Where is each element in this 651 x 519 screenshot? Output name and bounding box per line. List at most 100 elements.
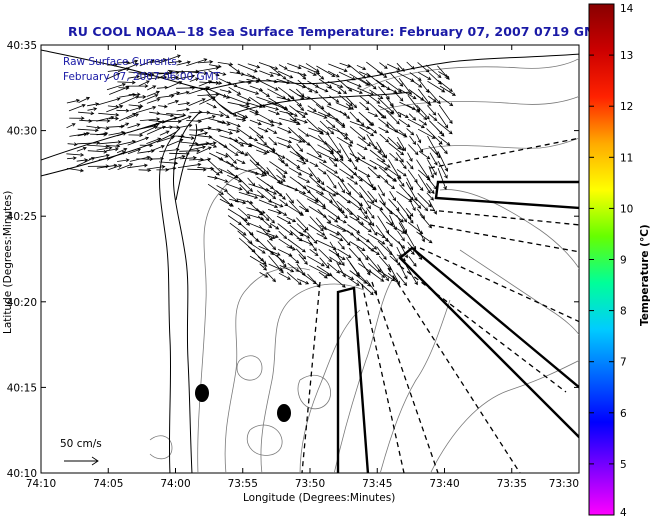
current-vector: [138, 168, 152, 173]
current-vector: [379, 133, 390, 143]
current-vector: [156, 135, 175, 143]
current-vector: [166, 81, 183, 89]
current-vector: [337, 208, 348, 219]
current-vector: [417, 128, 436, 139]
current-vector: [126, 84, 149, 88]
current-vector: [356, 143, 368, 150]
current-vector: [269, 222, 280, 230]
x-axis: 74:10 74:05 74:00 73:55 73:50 73:45 73:40 73:35…: [26, 45, 580, 490]
current-vector: [437, 121, 453, 135]
current-vector: [318, 248, 333, 263]
current-vector: [365, 118, 373, 127]
current-vector: [246, 78, 260, 84]
current-vector: [248, 136, 259, 142]
current-vector: [249, 222, 271, 233]
current-vector: [367, 233, 386, 245]
current-vector: [337, 182, 345, 194]
current-vector: [406, 214, 414, 224]
current-vector: [78, 96, 91, 103]
current-vector: [166, 166, 177, 171]
current-vector: [396, 93, 404, 102]
current-vector: [109, 86, 130, 95]
current-vector: [348, 64, 366, 79]
current-vector: [377, 215, 390, 234]
current-vector: [426, 176, 438, 190]
x-tick-label: 74:05: [93, 478, 123, 490]
contour-line: [379, 299, 451, 473]
current-vector: [268, 263, 284, 271]
current-vector: [328, 157, 338, 168]
current-vector: [356, 64, 367, 70]
current-vector: [408, 113, 417, 121]
current-vector: [346, 80, 362, 88]
current-vector: [319, 225, 340, 236]
current-vector: [259, 225, 273, 241]
coast-nj-inner: [158, 127, 181, 473]
current-vector: [97, 97, 121, 106]
current-vector: [276, 254, 287, 268]
current-vector: [396, 246, 403, 258]
current-vector: [176, 90, 190, 96]
current-vector: [278, 64, 288, 70]
current-vector: [76, 146, 87, 152]
current-vector: [328, 63, 348, 73]
current-vector: [308, 224, 326, 236]
current-vector: [428, 113, 438, 122]
current-vector: [357, 136, 371, 147]
current-vector: [357, 152, 366, 160]
current-vector: [398, 262, 408, 280]
current-vector: [276, 215, 292, 224]
current-vector: [249, 119, 262, 126]
current-vector: [188, 86, 211, 95]
current-vector: [417, 111, 428, 121]
current-vector: [318, 94, 332, 106]
current-vector: [76, 158, 89, 163]
current-vector: [327, 134, 341, 154]
current-vector: [367, 94, 381, 104]
current-vector: [159, 147, 180, 152]
current-vector: [269, 65, 287, 80]
current-vector: [339, 94, 353, 107]
current-vector: [127, 123, 141, 129]
current-vector: [298, 254, 308, 265]
colorbar-tick-label: 4: [620, 507, 627, 519]
current-vector: [307, 105, 317, 112]
current-vector: [237, 86, 260, 95]
current-vector: [108, 116, 120, 121]
current-vector: [259, 263, 268, 271]
current-vector: [296, 159, 307, 165]
current-vector: [257, 127, 269, 133]
current-vector: [367, 166, 381, 179]
current-vector: [339, 168, 355, 179]
current-vector: [336, 136, 353, 147]
current-vector: [347, 224, 361, 234]
current-vector: [247, 63, 261, 69]
current-vector: [266, 127, 278, 134]
current-vector: [356, 279, 374, 296]
current-vector: [379, 209, 394, 226]
current-vector: [328, 273, 346, 288]
current-vector: [269, 161, 288, 174]
current-vector: [285, 193, 295, 204]
current-vector: [267, 173, 284, 184]
current-vector: [396, 169, 407, 177]
current-vector: [277, 158, 289, 167]
y-axis-title: Latitude (Degrees:Minutes): [2, 191, 14, 334]
current-vector: [277, 104, 298, 117]
current-vector: [187, 167, 207, 172]
current-vector: [96, 163, 118, 169]
current-vector: [249, 110, 259, 116]
current-vector: [309, 161, 319, 167]
current-vector: [127, 163, 148, 169]
current-vector: [229, 222, 247, 236]
current-vector: [238, 80, 252, 85]
current-vector: [116, 147, 128, 154]
y-tick-label: 40:10: [7, 468, 37, 480]
current-vector: [209, 167, 220, 176]
current-vector: [319, 120, 335, 135]
current-vector: [256, 134, 268, 146]
current-vector: [407, 241, 423, 261]
current-vector: [186, 58, 208, 67]
current-vector: [386, 167, 402, 179]
current-vector: [266, 232, 279, 239]
